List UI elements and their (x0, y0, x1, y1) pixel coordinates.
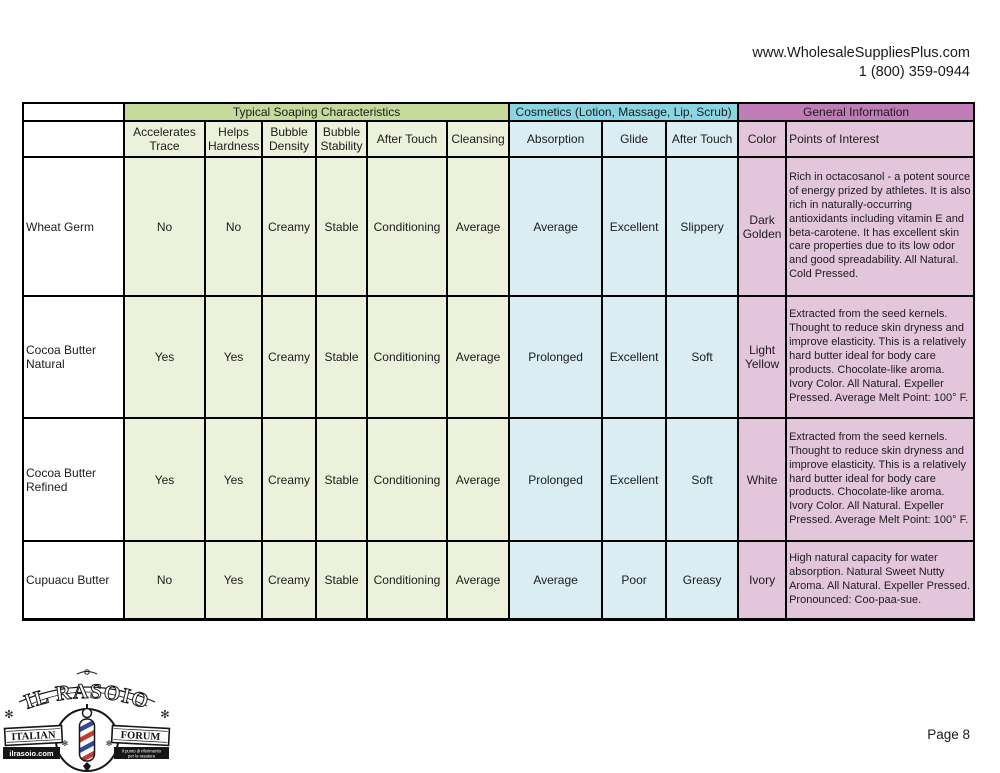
ingredient-name: Cupuacu Butter (22, 540, 125, 621)
banner-forum: FORUM (110, 724, 171, 747)
cosmetics-cell: Average (508, 540, 604, 621)
cosmetics-cell: Soft (665, 295, 740, 419)
points-cell: Rich in octacosanol - a potent source of… (785, 156, 976, 297)
col-helps-hardness: Helps Hardness (204, 120, 263, 158)
group-header-soaping: Typical Soaping Characteristics (122, 102, 511, 122)
logo-ornament-curve (76, 671, 98, 675)
soaping-cell: Creamy (261, 295, 317, 419)
color-cell: White (737, 417, 788, 542)
soaping-cell: Creamy (261, 156, 317, 297)
ingredient-name: Cocoa Butter Refined (22, 417, 125, 542)
page-number: Page 8 (927, 727, 970, 742)
cosmetics-cell: Soft (665, 417, 740, 542)
phone-text: 1 (800) 359-0944 (858, 64, 970, 80)
soaping-cell: No (123, 540, 206, 621)
contact-block: www.WholesaleSuppliesPlus.com 1 (800) 35… (752, 44, 970, 82)
soaping-cell: Yes (204, 295, 263, 419)
color-cell: Ivory (737, 540, 788, 621)
soaping-cell: Yes (123, 295, 206, 419)
col-glide: Glide (601, 120, 668, 158)
ornament-asterisk-icon: ✻ (160, 709, 169, 721)
cosmetics-cell: Poor (601, 540, 668, 621)
points-cell: Extracted from the seed kernels. Thought… (785, 417, 976, 542)
cosmetics-cell: Prolonged (508, 417, 604, 542)
ornament-asterisk-icon: ✻ (62, 739, 69, 748)
col-accelerates-trace: Accelerates Trace (123, 120, 206, 158)
soaping-cell: Average (445, 417, 511, 542)
col-after-touch-2: After Touch (665, 120, 740, 158)
points-cell: High natural capacity for water absorpti… (785, 540, 976, 621)
tagline-line1: il punto di riferimento (122, 748, 162, 753)
soaping-cell: Yes (123, 417, 206, 542)
soaping-cell: Conditioning (366, 417, 448, 542)
site-label: ilrasoio.com (9, 749, 54, 758)
il-rasoio-logo-svg: IL RASOIO ✻ ✻ ✻ ✻ ITALIAN FORUM (3, 669, 171, 772)
table-row: Cocoa Butter Refined Yes Yes Creamy Stab… (22, 417, 976, 542)
logo-flourish (18, 686, 156, 703)
soaping-cell: Stable (315, 295, 368, 419)
group-header-general: General Information (737, 102, 976, 122)
soaping-cell: Conditioning (366, 295, 448, 419)
col-points-of-interest: Points of Interest (785, 120, 976, 158)
color-cell: Dark Golden (737, 156, 788, 297)
col-color: Color (737, 120, 788, 158)
soaping-cell: Stable (315, 540, 368, 621)
blank-corner (22, 102, 125, 122)
col-after-touch: After Touch (366, 120, 448, 158)
points-cell: Extracted from the seed kernels. Thought… (785, 295, 976, 419)
soaping-cell: Yes (204, 417, 263, 542)
tagline-line2: per la rasatura (128, 753, 156, 758)
logo-flourish (26, 691, 148, 707)
soaping-cell: Conditioning (366, 540, 448, 621)
site-box: ilrasoio.com (3, 747, 60, 759)
characteristics-table: Typical Soaping Characteristics Cosmetic… (22, 102, 976, 621)
column-header-row: Accelerates Trace Helps Hardness Bubble … (22, 120, 976, 158)
website-text: www.WholesaleSuppliesPlus.com (752, 45, 970, 61)
table-row: Cocoa Butter Natural Yes Yes Creamy Stab… (22, 295, 976, 419)
col-bubble-stability: Bubble Stability (315, 120, 368, 158)
soaping-cell: Conditioning (366, 156, 448, 297)
col-bubble-density: Bubble Density (261, 120, 317, 158)
ornament-asterisk-icon: ✻ (106, 739, 113, 748)
table-row: Wheat Germ No No Creamy Stable Condition… (22, 156, 976, 297)
cosmetics-cell: Average (508, 156, 604, 297)
soaping-cell: Yes (204, 540, 263, 621)
soaping-cell: Average (445, 295, 511, 419)
cosmetics-cell: Prolonged (508, 295, 604, 419)
soaping-cell: Average (445, 540, 511, 621)
soaping-cell: Creamy (261, 417, 317, 542)
soaping-cell: Stable (315, 417, 368, 542)
blank-corner (22, 120, 125, 158)
ornament-asterisk-icon: ✻ (4, 709, 13, 721)
group-header-row: Typical Soaping Characteristics Cosmetic… (22, 102, 976, 122)
col-cleansing: Cleansing (445, 120, 511, 158)
soaping-cell: Average (445, 156, 511, 297)
cosmetics-cell: Greasy (665, 540, 740, 621)
soaping-cell: Creamy (261, 540, 317, 621)
cosmetics-cell: Excellent (601, 295, 668, 419)
soaping-cell: Stable (315, 156, 368, 297)
color-cell: Light Yellow (737, 295, 788, 419)
table-row: Cupuacu Butter No Yes Creamy Stable Cond… (22, 540, 976, 621)
tagline-box: il punto di riferimento per la rasatura (114, 747, 169, 759)
cosmetics-cell: Slippery (665, 156, 740, 297)
barber-pole-icon (78, 704, 96, 772)
soaping-cell: No (204, 156, 263, 297)
col-absorption: Absorption (508, 120, 604, 158)
ingredient-name: Cocoa Butter Natural (22, 295, 125, 419)
banner-forum-label: FORUM (120, 730, 160, 743)
soaping-cell: No (123, 156, 206, 297)
group-header-cosmetics: Cosmetics (Lotion, Massage, Lip, Scrub) (508, 102, 740, 122)
ingredient-name: Wheat Germ (22, 156, 125, 297)
banner-italian: ITALIAN (3, 724, 64, 747)
cosmetics-cell: Excellent (601, 417, 668, 542)
il-rasoio-logo: IL RASOIO ✻ ✻ ✻ ✻ ITALIAN FORUM (3, 666, 171, 773)
cosmetics-cell: Excellent (601, 156, 668, 297)
banner-italian-label: ITALIAN (11, 730, 56, 743)
